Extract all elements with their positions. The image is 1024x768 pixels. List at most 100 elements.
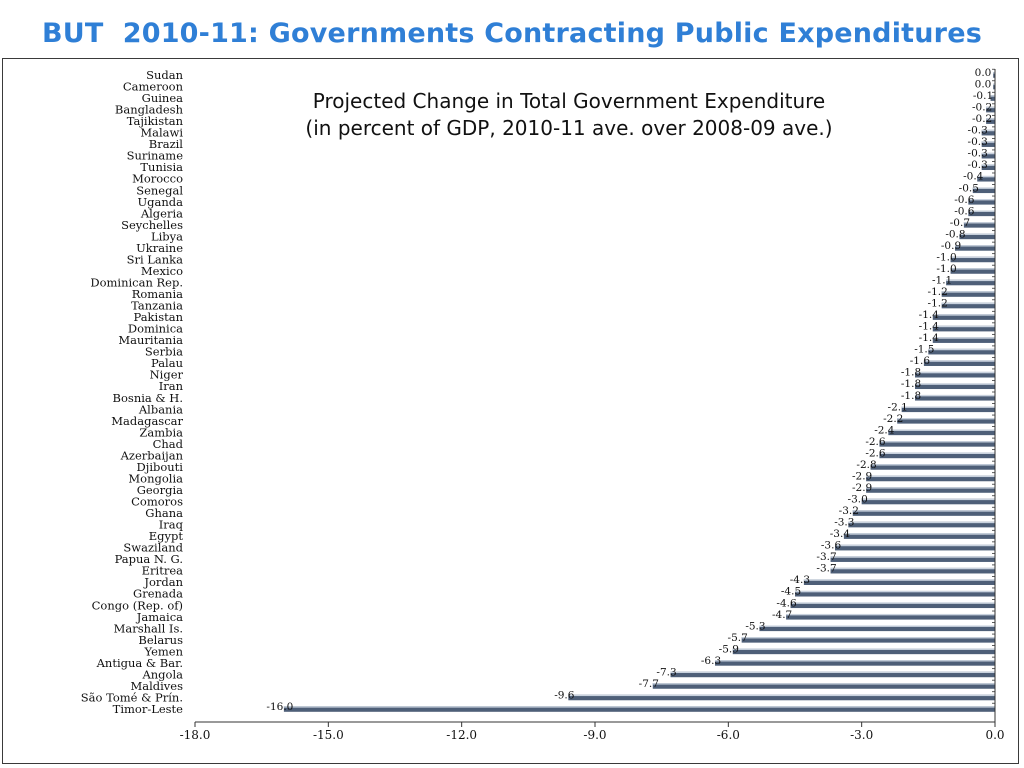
value-labels: 0.00.0-0.1-0.2-0.2-0.3-0.3-0.3-0.3-0.4-0… — [266, 67, 993, 713]
value-label-albania: -2.1 — [888, 401, 908, 413]
category-label-jamaica: Jamaica — [136, 610, 183, 624]
bar-egypt — [843, 533, 995, 539]
category-label-dominica: Dominica — [128, 322, 183, 336]
x-tick-label: -12.0 — [446, 728, 477, 742]
x-tick-label: 0.0 — [985, 728, 1004, 742]
bar-papua-n-g — [830, 556, 995, 562]
category-label-bosnia-h: Bosnia & H. — [113, 391, 183, 405]
category-label-mongolia: Mongolia — [128, 471, 183, 485]
category-label-comoros: Comoros — [131, 495, 183, 509]
bar-albania — [901, 406, 995, 413]
bar-suriname — [981, 152, 995, 159]
bar-antigua-bar — [715, 660, 995, 666]
bar-madagascar — [897, 418, 995, 424]
value-label-suriname: -0.3 — [968, 148, 988, 160]
value-label-belarus: -5.7 — [728, 632, 748, 644]
value-label-marshall-is: -5.3 — [745, 620, 765, 632]
bar-libya — [959, 233, 995, 240]
value-label-jordan: -4.3 — [790, 574, 810, 586]
bar-marshall-is — [759, 625, 995, 632]
bar-jordan — [803, 579, 995, 585]
value-label-comoros: -3.0 — [848, 494, 868, 506]
value-label-palau: -1.6 — [910, 355, 931, 367]
bar-guinea — [990, 95, 995, 101]
category-label-bangladesh: Bangladesh — [115, 103, 184, 117]
category-label-libya: Libya — [151, 229, 183, 243]
category-label-brazil: Brazil — [149, 137, 184, 151]
category-label-belarus: Belarus — [138, 633, 183, 647]
value-label-mexico: -1.0 — [936, 263, 956, 275]
value-label-jamaica: -4.7 — [772, 609, 792, 621]
category-label-georgia: Georgia — [137, 483, 183, 497]
bar-senegal — [972, 187, 995, 194]
category-label-zambia: Zambia — [139, 425, 183, 439]
bar-iraq — [848, 521, 995, 528]
value-label-niger: -1.8 — [901, 367, 921, 379]
category-label-serbia: Serbia — [145, 345, 183, 359]
bar-swaziland — [835, 544, 995, 551]
category-label-grenada: Grenada — [133, 587, 183, 601]
x-tick-label: -6.0 — [717, 728, 740, 742]
category-label-eritrea: Eritrea — [142, 564, 183, 578]
category-label-niger: Niger — [150, 368, 184, 382]
category-label-pakistan: Pakistan — [133, 310, 183, 324]
bar-niger — [915, 371, 995, 378]
bar-djibouti — [870, 464, 995, 470]
value-label-senegal: -0.5 — [959, 182, 979, 194]
value-label-iraq: -3.3 — [834, 517, 854, 529]
category-label-senegal: Senegal — [136, 183, 183, 197]
bar-tunisia — [981, 164, 995, 171]
value-label-congo-rep-of: -4.6 — [776, 597, 797, 609]
bar-palau — [923, 360, 995, 366]
category-label-palau: Palau — [151, 356, 183, 370]
value-label-chad: -2.6 — [865, 436, 886, 448]
category-label-tanzania: Tanzania — [131, 299, 183, 313]
value-label-papua-n-g: -3.7 — [816, 551, 836, 563]
chart-subtitle: (in percent of GDP, 2010-11 ave. over 20… — [305, 116, 833, 140]
bar-azerbaijan — [879, 452, 995, 459]
bar-iran — [915, 383, 995, 390]
value-label-georgia: -2.9 — [852, 482, 872, 494]
value-label-sudan: 0.0 — [975, 67, 992, 79]
value-label-tanzania: -1.2 — [928, 298, 948, 310]
category-label-seychelles: Seychelles — [121, 218, 183, 232]
x-tick-label: -15.0 — [313, 728, 344, 742]
value-label-mongolia: -2.9 — [852, 470, 872, 482]
bar-belarus — [741, 637, 995, 643]
category-label-iraq: Iraq — [159, 518, 184, 532]
value-label-dominican-rep: -1.1 — [932, 274, 952, 286]
value-label-yemen: -5.9 — [719, 643, 739, 655]
x-tick-label: -18.0 — [180, 728, 211, 742]
category-label-mexico: Mexico — [141, 264, 183, 278]
chart-frame — [2, 58, 1019, 764]
bar-mauritania — [932, 337, 995, 343]
category-label-swaziland: Swaziland — [123, 541, 183, 555]
bars-layer — [283, 72, 995, 712]
category-labels: SudanCameroonGuineaBangladeshTajikistanM… — [81, 68, 184, 716]
bar-morocco — [977, 175, 995, 182]
category-label-maldives: Maldives — [130, 679, 183, 693]
bar-sudan — [993, 72, 995, 78]
bar-uganda — [968, 199, 995, 205]
value-label-seychelles: -0.7 — [950, 217, 970, 229]
bar-brazil — [981, 141, 995, 147]
value-label-maldives: -7.7 — [639, 678, 659, 690]
category-label-uganda: Uganda — [137, 195, 183, 209]
category-label-suriname: Suriname — [127, 149, 184, 163]
bar-sri-lanka — [950, 256, 995, 263]
category-label-sudan: Sudan — [146, 68, 184, 82]
bar-ukraine — [955, 245, 995, 251]
value-label-eritrea: -3.7 — [816, 563, 836, 575]
bar-mexico — [950, 268, 995, 274]
value-label-sri-lanka: -1.0 — [936, 251, 956, 263]
category-label-morocco: Morocco — [132, 172, 183, 186]
category-label-albania: Albania — [138, 402, 183, 416]
value-label-ghana: -3.2 — [839, 505, 859, 517]
bar-congo-rep-of — [790, 602, 995, 609]
value-label-grenada: -4.5 — [781, 586, 801, 598]
chart-title-block: Projected Change in Total Government Exp… — [258, 88, 880, 142]
bar-dominica — [932, 325, 995, 332]
category-label-malawi: Malawi — [140, 126, 183, 140]
bar-sao-tome-prin — [568, 694, 995, 701]
